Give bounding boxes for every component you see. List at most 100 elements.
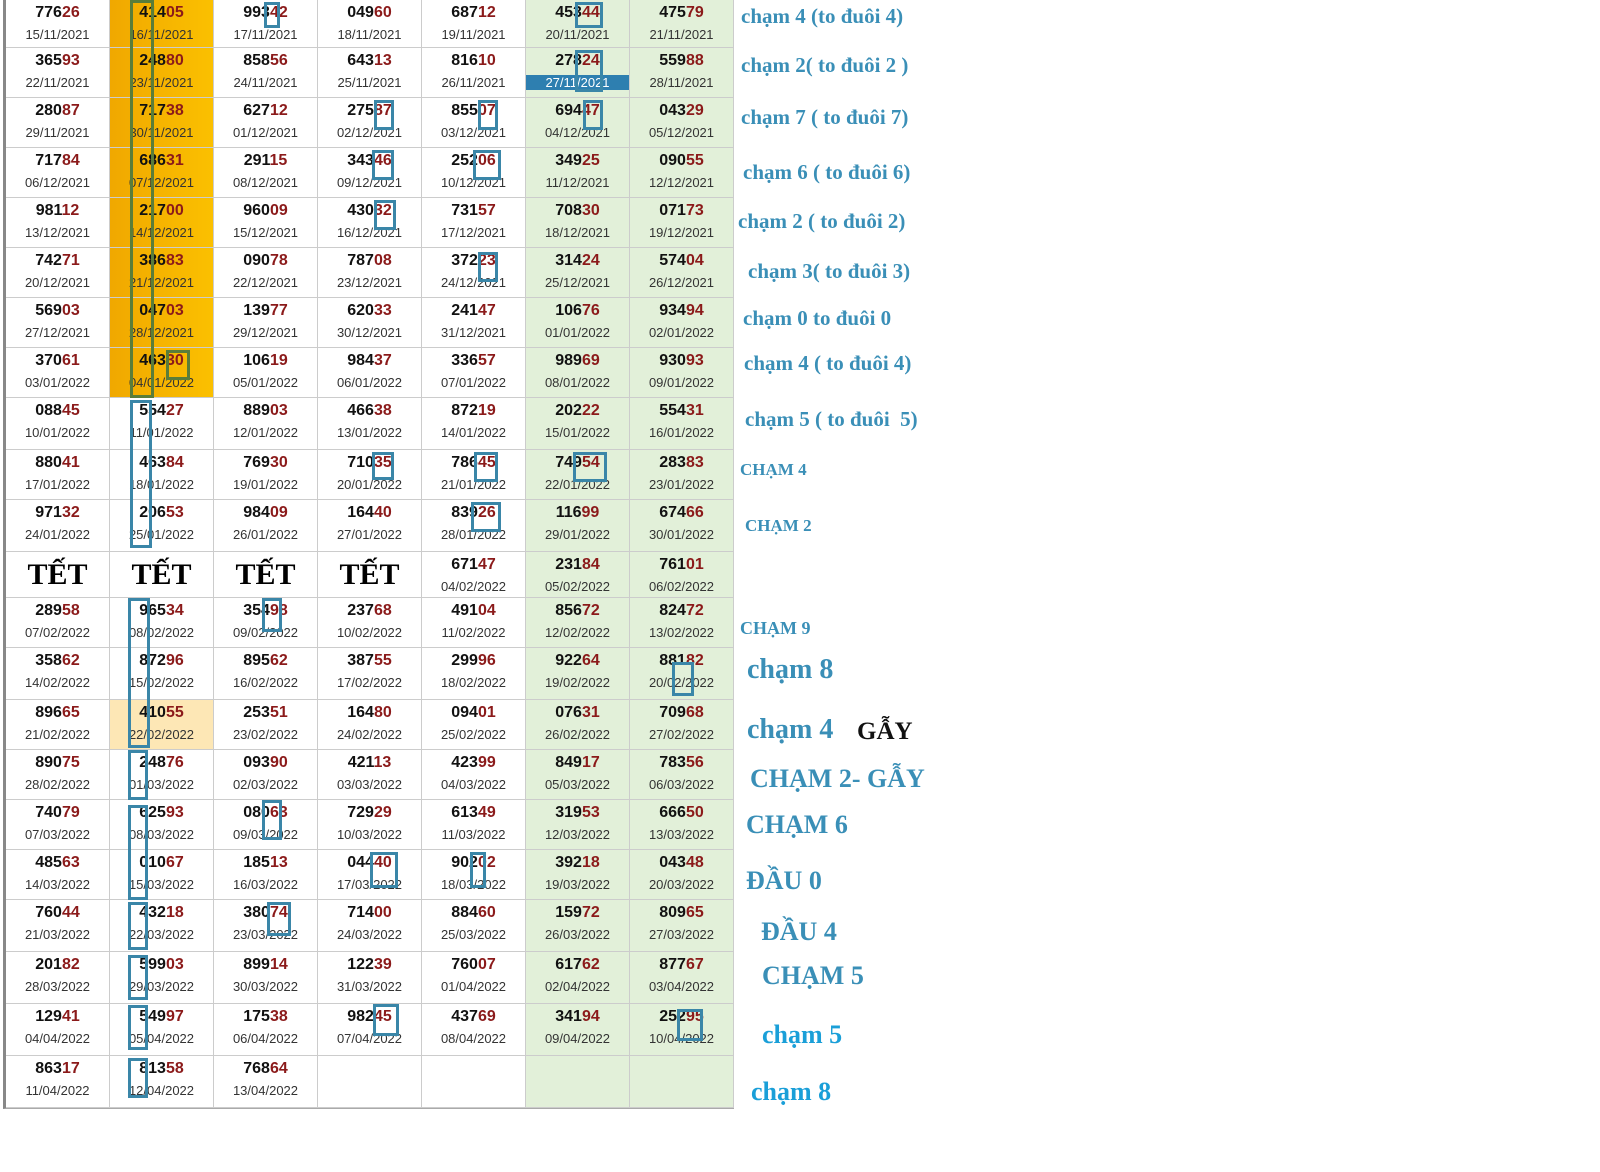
result-date: 03/12/2021	[440, 125, 507, 140]
result-number: 98112	[35, 202, 80, 219]
result-date: 12/04/2022	[128, 1083, 195, 1098]
result-date: 03/03/2022	[336, 777, 403, 792]
result-cell: 89914 30/03/2022	[214, 952, 318, 1004]
result-number: 33657	[451, 352, 496, 369]
result-date: 08/02/2022	[128, 625, 195, 640]
result-date: 04/01/2022	[128, 375, 195, 390]
result-number: 89562	[243, 652, 288, 669]
result-number: 73157	[451, 202, 496, 219]
result-number: 98409	[243, 504, 288, 521]
result-date: 30/03/2022	[232, 979, 299, 994]
result-date: 02/04/2022	[544, 979, 611, 994]
result-date: 26/02/2022	[544, 727, 611, 742]
result-cell: 61762 02/04/2022	[526, 952, 630, 1004]
result-number: 12941	[35, 1008, 80, 1025]
result-date: 30/01/2022	[648, 527, 715, 542]
result-cell: 98437 06/01/2022	[318, 348, 422, 398]
highlight-box	[471, 502, 501, 532]
result-number: 64313	[347, 52, 392, 69]
result-cell: 33657 07/01/2022	[422, 348, 526, 398]
result-cell: 46384 18/01/2022	[110, 450, 214, 500]
result-cell: 18513 16/03/2022	[214, 850, 318, 900]
result-date: 27/01/2022	[336, 527, 403, 542]
result-number: 15972	[555, 904, 600, 921]
highlight-box	[128, 598, 150, 748]
result-date: 25/11/2021	[337, 75, 402, 90]
result-cell: 97132 24/01/2022	[6, 500, 110, 552]
result-number: 01067	[139, 854, 184, 871]
result-date: 08/03/2022	[128, 827, 195, 842]
result-cell: 76930 19/01/2022	[214, 450, 318, 500]
annotation: chạm 5 ( to đuôi 5)	[745, 407, 918, 431]
result-number: 18513	[243, 854, 288, 871]
annotation: chạm 2( to đuôi 2 )	[741, 53, 909, 77]
result-number: 92264	[555, 652, 600, 669]
result-cell: 46330 04/01/2022	[110, 348, 214, 398]
result-date: 14/01/2022	[440, 425, 507, 440]
result-number: 34346	[347, 152, 392, 169]
result-cell: 31953 12/03/2022	[526, 800, 630, 850]
result-date: 21/03/2022	[24, 927, 91, 942]
result-number: 24880	[139, 52, 184, 69]
result-number: 87767	[659, 956, 704, 973]
result-cell: 34925 11/12/2021	[526, 148, 630, 198]
result-cell: 88041 17/01/2022	[6, 450, 110, 500]
result-cell: 78645 21/01/2022	[422, 450, 526, 500]
result-cell: 20182 28/03/2022	[6, 952, 110, 1004]
result-number: 09055	[659, 152, 704, 169]
result-date: 21/11/2021	[649, 27, 714, 42]
result-date: 25/03/2022	[440, 927, 507, 942]
highlight-box	[470, 852, 486, 888]
result-date: 17/01/2022	[24, 477, 91, 492]
result-number: 61762	[555, 956, 600, 973]
highlight-box	[128, 1058, 148, 1098]
result-number: 93494	[659, 302, 704, 319]
result-date: 04/02/2022	[440, 579, 507, 594]
annotation: ĐẦU 4	[761, 917, 837, 946]
result-cell: 61349 11/03/2022	[422, 800, 526, 850]
highlight-box	[166, 350, 190, 380]
annotation: CHẠM 6	[746, 810, 848, 839]
result-number: 31953	[555, 804, 600, 821]
result-date: 15/11/2021	[25, 27, 90, 42]
result-date: 04/03/2022	[440, 777, 507, 792]
result-date: 29/11/2021	[25, 125, 90, 140]
result-cell: 85507 03/12/2021	[422, 98, 526, 148]
result-number: 08845	[35, 402, 80, 419]
result-cell: 77626 15/11/2021	[6, 0, 110, 48]
result-cell: 38683 21/12/2021	[110, 248, 214, 298]
result-date: 03/04/2022	[648, 979, 715, 994]
result-number: 46330	[139, 352, 184, 369]
result-number: 78356	[659, 754, 704, 771]
result-number: 42113	[347, 754, 392, 771]
result-date: 11/03/2022	[441, 827, 506, 842]
result-cell: 88460 25/03/2022	[422, 900, 526, 952]
result-date: 02/03/2022	[232, 777, 299, 792]
result-date: 18/01/2022	[128, 477, 195, 492]
result-date: 23/12/2021	[336, 275, 403, 290]
result-date: 29/03/2022	[128, 979, 195, 994]
result-date: 05/02/2022	[544, 579, 611, 594]
result-date: 07/04/2022	[336, 1031, 403, 1046]
result-date: 30/12/2021	[336, 325, 403, 340]
result-date: 13/03/2022	[648, 827, 715, 842]
result-cell: 87296 15/02/2022	[110, 648, 214, 700]
result-cell: 98409 26/01/2022	[214, 500, 318, 552]
result-date: 01/04/2022	[440, 979, 507, 994]
result-cell: 93494 02/01/2022	[630, 298, 734, 348]
result-cell: 59903 29/03/2022	[110, 952, 214, 1004]
result-number: 25351	[243, 704, 288, 721]
highlight-box	[264, 2, 280, 28]
result-date: 28/12/2021	[128, 325, 195, 340]
highlight-box	[267, 902, 291, 936]
result-cell: 74954 22/01/2022	[526, 450, 630, 500]
result-number: 43032	[347, 202, 392, 219]
result-number: 71035	[347, 454, 392, 471]
result-date: 01/03/2022	[128, 777, 195, 792]
result-date: 16/11/2021	[129, 27, 194, 42]
result-cell: 38074 23/03/2022	[214, 900, 318, 952]
result-cell: 99342 17/11/2021	[214, 0, 318, 48]
result-date: 03/01/2022	[24, 375, 91, 390]
result-cell: 29996 18/02/2022	[422, 648, 526, 700]
result-cell: 04703 28/12/2021	[110, 298, 214, 348]
